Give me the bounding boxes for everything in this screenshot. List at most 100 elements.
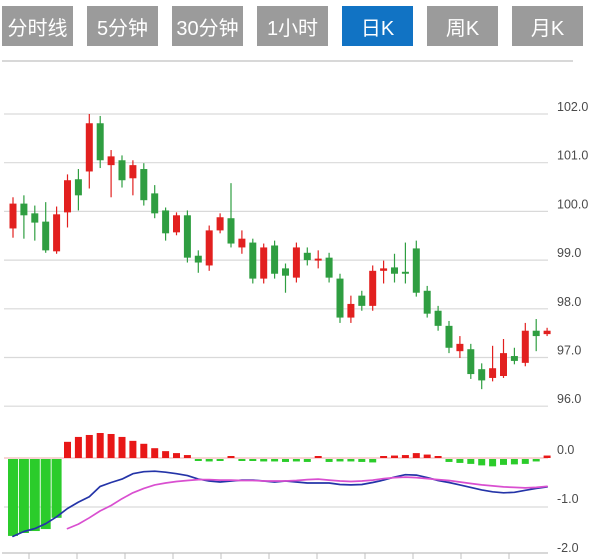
macd-bar-down	[325, 459, 333, 462]
price-tick-label: 100.0	[557, 197, 588, 211]
macd-tick-label: -1.0	[557, 492, 579, 506]
macd-bar-down	[40, 459, 51, 530]
candles-layer	[9, 114, 551, 390]
macd-bar-down	[282, 459, 289, 462]
tab-monthly-k[interactable]: 月K	[512, 6, 583, 46]
candle-down	[325, 252, 333, 283]
candle-up	[129, 160, 137, 196]
macd-tick-label: -2.0	[557, 541, 579, 555]
candle-down	[478, 363, 486, 390]
candle-up	[238, 230, 246, 254]
macd-bar-up	[183, 455, 191, 458]
macd-bar-down	[216, 459, 224, 461]
candle-up	[9, 197, 17, 238]
candle-up	[369, 265, 377, 311]
candle-up	[489, 345, 497, 382]
tab-minute-line[interactable]: 分时线	[2, 6, 73, 46]
macd-bar-down	[260, 459, 268, 462]
tab-weekly-k[interactable]: 周K	[427, 6, 498, 46]
macd-bar-up	[140, 443, 148, 458]
macd-bar-up	[401, 455, 409, 458]
candle-down	[510, 347, 518, 365]
candle-down	[445, 320, 453, 354]
price-tick-label: 97.0	[557, 344, 581, 358]
candle-down	[96, 115, 104, 169]
candle-down	[412, 240, 420, 297]
macd-bar-up	[314, 456, 322, 458]
macd-bar-up	[96, 433, 104, 458]
price-tick-label: 96.0	[557, 392, 581, 406]
candle-up	[107, 150, 115, 198]
macd-histogram	[8, 433, 551, 536]
candle-down	[31, 205, 39, 241]
candle-up	[292, 242, 300, 283]
macd-bar-up	[434, 456, 442, 458]
period-tabbar: 分时线 5分钟 30分钟 1小时 日K 周K 月K	[0, 6, 604, 46]
candle-down	[74, 169, 82, 211]
candle-up	[521, 322, 529, 367]
macd-bar-down	[347, 459, 355, 462]
candle-down	[194, 250, 202, 273]
candle-up	[456, 336, 464, 358]
macd-bar-up	[423, 454, 431, 458]
candle-down	[282, 263, 289, 293]
macd-bar-up	[543, 455, 551, 458]
candle-up	[543, 327, 551, 337]
candle-down	[42, 202, 50, 253]
candle-down	[423, 285, 431, 318]
macd-bar-up	[64, 441, 71, 458]
candle-down	[303, 247, 311, 266]
candle-down	[434, 305, 442, 331]
candle-down	[162, 207, 170, 241]
price-axis-labels: 102.0 101.0 100.0 99.0 98.0 97.0 96.0	[557, 100, 588, 406]
macd-bar-down	[8, 459, 18, 536]
macd-bar-down	[292, 459, 300, 462]
tab-daily-k[interactable]: 日K	[342, 6, 413, 46]
macd-bar-down	[336, 459, 344, 462]
macd-bar-down	[51, 459, 62, 518]
macd-bar-down	[303, 459, 311, 462]
candle-down	[249, 238, 257, 284]
macd-bar-up	[74, 436, 82, 458]
candle-down	[151, 185, 159, 219]
candle-up	[380, 260, 388, 284]
tab-5min[interactable]: 5分钟	[87, 6, 158, 46]
macd-bar-up	[412, 453, 420, 458]
candle-down	[532, 319, 540, 352]
macd-bar-down	[489, 459, 497, 467]
macd-bar-up	[151, 448, 159, 458]
macd-axis-labels: 0.0 -1.0 -2.0	[557, 443, 579, 555]
macd-bar-down	[510, 459, 518, 465]
macd-bar-down	[29, 459, 40, 532]
macd-bar-up	[129, 440, 137, 458]
macd-bar-up	[380, 456, 388, 458]
tab-1hour[interactable]: 1小时	[257, 6, 328, 46]
macd-bar-down	[467, 459, 475, 464]
macd-bar-down	[478, 459, 486, 466]
candle-up	[314, 250, 322, 269]
price-tick-label: 101.0	[557, 149, 588, 163]
macd-tick-label: 0.0	[557, 443, 574, 457]
macd-bar-down	[205, 459, 213, 462]
tab-30min[interactable]: 30分钟	[172, 6, 243, 46]
candle-up	[85, 114, 93, 189]
candle-up	[173, 212, 180, 236]
macd-bar-up	[391, 455, 398, 458]
price-tick-label: 99.0	[557, 246, 581, 260]
candle-up	[347, 295, 355, 323]
candle-down	[358, 290, 366, 311]
macd-gridlines	[4, 457, 548, 508]
candle-up	[500, 338, 507, 378]
dea-line	[66, 476, 548, 530]
macd-bar-down	[521, 459, 529, 464]
macd-bar-up	[85, 434, 93, 458]
candle-down	[401, 242, 409, 284]
macd-bar-down	[249, 459, 257, 461]
price-tick-label: 98.0	[557, 295, 581, 309]
macd-bar-down	[194, 459, 202, 461]
candle-up	[53, 206, 61, 254]
candle-up	[216, 213, 224, 234]
candle-down	[140, 163, 148, 206]
macd-bar-down	[500, 459, 507, 465]
candle-down	[227, 183, 235, 248]
